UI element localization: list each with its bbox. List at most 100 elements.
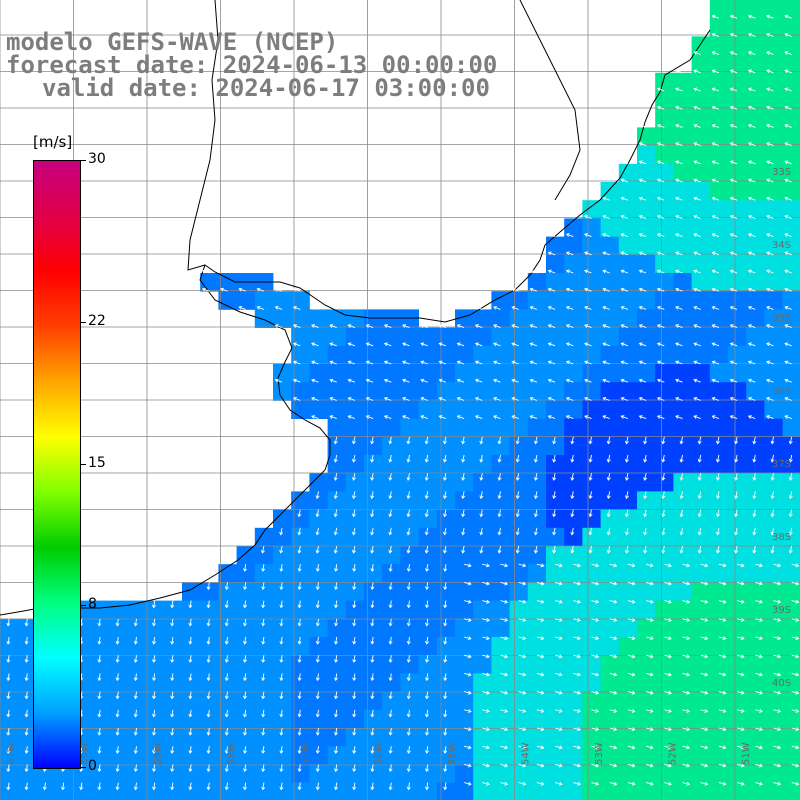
wind-arrow [755,581,763,586]
wind-arrow [747,251,756,256]
field-cell [527,273,547,292]
wind-arrow [693,178,701,183]
wind-arrow [711,87,720,92]
field-cell [637,746,656,765]
wind-arrow [784,269,792,274]
field-cell [473,382,492,401]
field-cell [564,691,583,711]
wind-arrow [624,527,629,536]
wind-arrow [315,564,320,572]
field-cell [400,364,419,383]
field-cell [491,509,510,529]
wind-arrow [402,378,410,383]
wind-arrow [388,746,393,754]
field-cell [491,673,510,692]
field-cell [764,782,783,800]
field-cell [436,527,456,547]
field-cell [728,527,747,547]
wind-arrow [151,709,156,718]
field-cell [746,145,765,165]
wind-arrow [606,509,611,518]
field-cell [436,637,456,656]
field-cell [582,473,601,492]
wind-arrow [711,160,720,165]
wind-arrow [370,709,375,718]
field-cell [618,436,638,456]
field-cell [91,673,110,692]
field-cell [618,746,638,765]
field-cell [782,163,800,183]
field-cell [509,418,529,438]
field-cell [273,618,292,638]
field-cell [418,564,438,583]
field-cell [382,400,401,419]
wind-arrow [333,636,338,645]
wind-arrow [591,581,600,586]
wind-arrow [370,436,375,445]
wind-arrow [554,599,563,604]
field-cell [582,291,601,310]
field-cell [691,509,711,529]
field-cell [436,436,456,456]
field-cell [236,637,256,656]
wind-arrow [729,396,738,401]
field-cell [564,400,583,419]
colorbar-tick-mark [80,767,86,768]
field-cell [91,746,110,765]
wind-arrow [620,251,629,256]
wind-arrow [766,87,774,92]
field-cell [655,345,674,365]
wind-arrow [463,763,472,768]
wind-arrow [479,509,484,518]
field-cell [309,491,328,510]
field-cell [673,127,692,146]
wind-arrow [755,708,763,713]
wind-arrow [456,342,465,347]
wind-arrow [784,142,792,147]
wind-arrow [97,764,102,773]
field-cell [746,236,765,256]
wind-arrow [643,545,648,554]
wind-arrow [573,690,581,695]
wind-arrow [752,527,757,536]
wind-arrow [547,305,556,310]
field-cell [655,182,674,201]
wind-arrow [533,527,538,536]
wind-arrow [602,378,610,383]
field-cell [618,527,638,547]
field-cell [254,600,274,620]
wind-arrow [718,599,727,604]
field-cell [473,564,492,583]
field-cell [236,546,256,565]
field-cell [655,218,674,237]
field-cell [327,327,347,347]
wind-arrow [700,581,709,586]
wind-arrow [755,654,763,659]
field-cell [400,473,419,492]
wind-arrow [497,527,502,536]
wind-arrow [643,527,648,536]
field-cell [582,673,601,692]
wind-arrow [729,360,738,365]
field-cell [546,364,565,383]
field-cell [600,491,620,510]
field-cell [54,782,74,800]
field-cell [618,455,638,474]
field-cell [746,564,765,583]
wind-arrow [627,617,636,622]
wind-arrow [791,581,800,586]
field-cell [618,163,638,183]
field-cell [728,163,747,183]
field-cell [291,600,310,620]
field-cell [345,691,365,711]
wind-arrow [242,673,247,682]
wind-arrow [729,251,738,256]
field-cell [400,691,419,711]
wind-arrow [675,396,683,401]
wind-arrow [424,527,429,536]
wind-arrow [315,727,320,736]
wind-arrow [456,396,465,401]
field-cell [254,673,274,692]
field-cell [691,327,711,347]
field-cell [491,728,510,747]
